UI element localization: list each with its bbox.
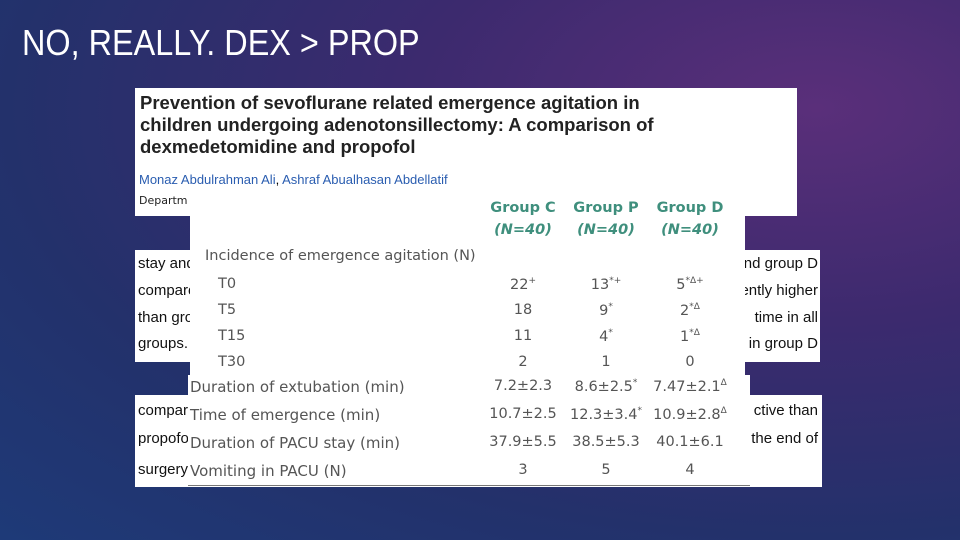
snippet-line: in group D [748, 335, 818, 352]
column-header: Group P [573, 200, 639, 216]
column-header: Group D [656, 200, 724, 216]
table-cell: 7.2±2.3 [493, 378, 553, 394]
column-header: (N=40) [577, 222, 635, 238]
table-cell: 18 [513, 302, 533, 318]
cell-value: 8.6±2.5 [574, 378, 633, 395]
snippet-line: compare [138, 402, 197, 419]
column-header: (N=40) [661, 222, 719, 238]
row-label: T15 [218, 328, 246, 344]
table-cell: 1*Δ [635, 328, 745, 345]
table-cell: 4 [685, 462, 695, 478]
title-line: dexmedetomidine and propofol [140, 136, 416, 157]
cell-note: + [528, 276, 536, 286]
column-header: Group C [490, 200, 556, 216]
table-cell: 10.9±2.8Δ [635, 406, 745, 423]
cell-note: * [632, 378, 638, 388]
table-cell: 3 [518, 462, 528, 478]
row-label: Duration of extubation (min) [190, 378, 405, 396]
snippet-line: the end of [751, 430, 818, 447]
table-cell: 5*Δ+ [635, 276, 745, 293]
table-cell: 9* [551, 302, 661, 319]
title-line: Prevention of sevoflurane related emerge… [140, 92, 640, 113]
cell-value: 13 [590, 276, 610, 293]
snippet-line: surgery [138, 461, 189, 478]
table-cell: 4* [551, 328, 661, 345]
table-cell: 5 [601, 462, 611, 478]
cell-value: 22 [510, 276, 529, 293]
cell-value: 9 [599, 302, 609, 319]
table-cell: 40.1±6.1 [656, 434, 724, 450]
cell-note: *Δ+ [685, 276, 704, 286]
snippet-line: stay and [138, 255, 195, 272]
title-line: children undergoing adenotonsillectomy: … [140, 114, 654, 135]
cell-note: *+ [609, 276, 622, 286]
cell-note: *Δ [689, 328, 700, 338]
table-cell: 2 [518, 354, 528, 370]
table-cell: 2*Δ [635, 302, 745, 319]
cell-value: 4 [599, 328, 609, 345]
column-header: (N=40) [494, 222, 552, 238]
snippet-line: groups. [138, 335, 189, 352]
row-label: T30 [218, 354, 246, 370]
table-cell: 12.3±3.4* [551, 406, 661, 423]
snippet-line: compare [138, 282, 197, 299]
snippet-line: ently higher [740, 282, 818, 299]
table-cell: 0 [685, 354, 695, 370]
row-label: Time of emergence (min) [190, 406, 381, 424]
row-label: Vomiting in PACU (N) [190, 462, 347, 480]
snippet-line: nd group D [743, 255, 818, 272]
table-cell: 7.47±2.1Δ [635, 378, 745, 395]
author[interactable]: Monaz Abdulrahman Ali [139, 172, 276, 187]
snippet-line: than gro [138, 309, 194, 326]
table-cell: 13*+ [551, 276, 661, 293]
slide-title: NO, REALLY. DEX > PROP [22, 22, 420, 63]
table-bottom [188, 375, 750, 486]
cell-value: 10.9±2.8 [653, 406, 721, 423]
row-label: T5 [218, 302, 237, 318]
snippet-line: ctive than [753, 402, 818, 419]
cell-value: 1 [680, 328, 690, 345]
cell-value: 7.47±2.1 [653, 378, 721, 395]
snippet-line: time in all [754, 309, 818, 326]
cell-note: * [637, 406, 643, 416]
table-cell: 10.7±2.5 [489, 406, 557, 422]
cell-note: * [608, 328, 613, 338]
cell-note: Δ [720, 406, 727, 416]
cell-value: 2 [680, 302, 690, 319]
row-label: Duration of PACU stay (min) [190, 434, 400, 452]
table-cell: 38.5±5.3 [572, 434, 640, 450]
authors: Monaz Abdulrahman Ali, Ashraf Abualhasan… [139, 172, 448, 187]
row-label: T0 [218, 276, 237, 292]
table-cell: 1 [601, 354, 611, 370]
table-cell: 11 [513, 328, 533, 344]
author[interactable]: Ashraf Abualhasan Abdellatif [282, 172, 448, 187]
table-cell: 37.9±5.5 [489, 434, 557, 450]
table-cell: 22+ [468, 276, 578, 293]
cell-value: 12.3±3.4 [570, 406, 638, 423]
cell-note: * [608, 302, 613, 312]
cell-note: Δ [720, 378, 727, 388]
cell-value: 5 [676, 276, 686, 293]
separator: , [275, 172, 280, 187]
affiliation: Departm [139, 194, 188, 207]
paper-title: Prevention of sevoflurane related emerge… [140, 92, 654, 158]
snippet-line: propofol [138, 430, 193, 447]
table-top [190, 193, 745, 378]
cell-note: *Δ [689, 302, 700, 312]
section-label: Incidence of emergence agitation (N) [205, 248, 476, 264]
table-cell: 8.6±2.5* [551, 378, 661, 395]
